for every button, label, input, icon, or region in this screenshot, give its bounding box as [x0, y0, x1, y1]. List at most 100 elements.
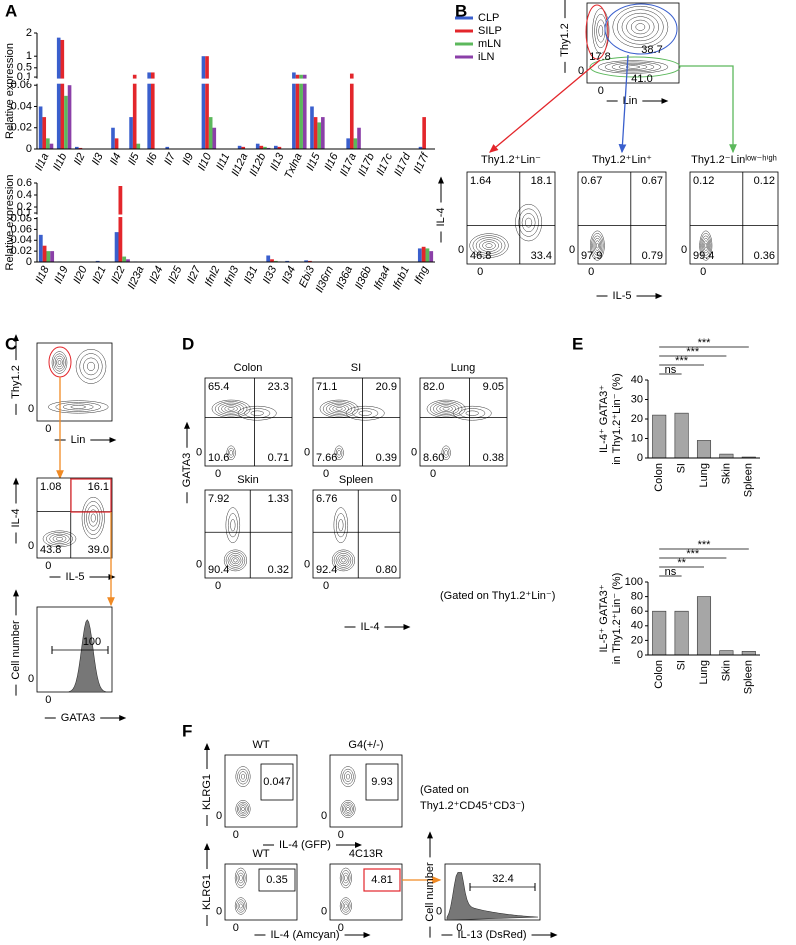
x-tick-label: Il12b [248, 151, 269, 178]
contour [342, 872, 349, 884]
y-tick-label: 0.1 [17, 207, 32, 219]
gating-note: (Gated on Thy1.2⁺Lin⁻) [440, 590, 555, 602]
x-tick-label: Il25 [166, 264, 185, 286]
x-tick-label: Il18 [33, 264, 52, 286]
quadrant-value: 0.80 [376, 564, 397, 576]
quadrant-value: 99.4 [693, 250, 714, 262]
bar [277, 146, 282, 149]
contour [229, 450, 233, 456]
zero-tick-label: 0 [588, 266, 594, 278]
contour [341, 899, 351, 913]
contour [345, 405, 385, 421]
bar [201, 56, 206, 150]
contour [240, 773, 246, 780]
quadrant-value: 9.05 [483, 381, 504, 393]
contour [326, 402, 353, 415]
quadrant-value: 0.32 [268, 564, 289, 576]
plot-title: WT [252, 739, 269, 751]
bar [349, 73, 354, 149]
y-tick-label: 100 [625, 576, 643, 588]
y-tick-label: 80 [631, 591, 643, 603]
bar [313, 117, 318, 149]
quadrant-value: 8.60 [423, 452, 444, 464]
contour [621, 12, 660, 42]
zero-tick-label: 0 [215, 580, 221, 592]
x-tick-label: Il34 [280, 264, 298, 285]
contour [84, 501, 103, 535]
gate [260, 763, 294, 801]
quadrant-value: 0.12 [693, 175, 714, 187]
gate [604, 3, 678, 55]
x-tick-label: Colon [653, 660, 665, 689]
bar [295, 74, 300, 149]
zero-tick-label: 0 [338, 922, 344, 934]
legend-label: SILP [478, 25, 502, 37]
y-tick-label: 0.6 [17, 177, 32, 189]
gate-value: 0.35 [266, 874, 287, 886]
legend-label: mLN [478, 38, 501, 50]
contour [83, 357, 99, 376]
x-tick-label: Ifna4 [372, 264, 393, 291]
zero-tick-label: 0 [456, 922, 462, 934]
contour [436, 404, 456, 414]
contour [239, 771, 247, 782]
gate [365, 763, 399, 801]
contour [611, 62, 655, 72]
bar [46, 251, 51, 262]
x-tick-label: Spleen [743, 660, 755, 694]
x-tick-label: Il33 [261, 264, 280, 286]
x-tick-label: Il21 [90, 264, 108, 285]
bar [652, 414, 667, 459]
significance-label: *** [675, 355, 689, 367]
gating-note: Thy1.2⁺CD45⁺CD3⁻) [420, 800, 525, 812]
contour [626, 16, 655, 38]
x-tick-label: Colon [653, 463, 665, 492]
plot-frame [419, 377, 508, 467]
quadrant-value: 33.4 [531, 250, 552, 262]
y-tick-label: 30 [631, 393, 643, 405]
quadrant-value: 0.39 [376, 452, 397, 464]
contour [702, 237, 710, 254]
bar [46, 138, 50, 149]
quadrant-value: 7.66 [316, 452, 337, 464]
bar [719, 650, 734, 656]
zero-tick-label: 0 [233, 829, 239, 841]
zero-tick-label: 0 [215, 468, 221, 480]
y-tick-label: 0.2 [17, 201, 32, 213]
x-tick-label: Ifnb1 [391, 264, 412, 291]
bar [56, 37, 61, 149]
contour [226, 445, 236, 461]
y-tick-label: 1 [26, 50, 32, 62]
contour [525, 217, 533, 228]
gate-value: 9.93 [371, 776, 392, 788]
quadrant-value: 6.76 [316, 493, 337, 505]
quadrant-value: 1.08 [40, 481, 61, 493]
bar [346, 138, 350, 149]
x-tick-label: Il13 [268, 151, 287, 173]
plot-title: Colon [234, 362, 263, 374]
contour [331, 549, 356, 572]
quadrant-value: 1.33 [268, 493, 289, 505]
bar [126, 259, 130, 262]
contour [79, 353, 103, 380]
axis-label: IL-4 [361, 621, 380, 633]
gating-note: (Gated on [420, 784, 469, 796]
contour [612, 5, 669, 49]
histogram-shape [446, 872, 539, 921]
gate [258, 868, 296, 892]
quadrant-value: 46.8 [470, 250, 491, 262]
bar [304, 260, 309, 262]
bar [132, 74, 137, 149]
plot-frame [204, 489, 293, 579]
zero-tick-label: 0 [321, 906, 327, 918]
x-tick-label: Il17b [356, 151, 377, 178]
contour [630, 19, 650, 35]
axis-label: Cell number [10, 620, 22, 680]
contour [335, 407, 343, 411]
bar [421, 246, 426, 262]
contour [340, 800, 356, 818]
contour [598, 25, 604, 37]
contour [429, 401, 463, 417]
contour [439, 405, 453, 412]
quadrant-value: 90.4 [208, 564, 229, 576]
